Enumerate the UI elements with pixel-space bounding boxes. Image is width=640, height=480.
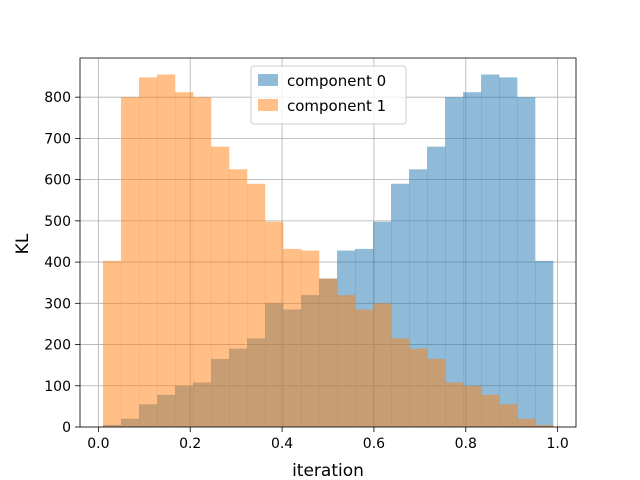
x-tick-label: 0.2 bbox=[179, 436, 201, 452]
histogram-bar bbox=[517, 97, 536, 427]
histogram-bar bbox=[138, 77, 158, 427]
x-tick-label: 0.8 bbox=[455, 436, 477, 452]
histogram-bar bbox=[282, 248, 302, 427]
x-tick-label: 1.0 bbox=[546, 436, 568, 452]
y-tick-label: 800 bbox=[44, 90, 71, 106]
y-tick-label: 700 bbox=[44, 131, 71, 147]
histogram-bar bbox=[427, 358, 446, 427]
histogram-bar bbox=[463, 385, 482, 427]
histogram-bar bbox=[228, 169, 248, 428]
histogram-bar bbox=[373, 303, 392, 427]
histogram-bar bbox=[535, 260, 554, 427]
y-tick-label: 500 bbox=[44, 214, 71, 230]
histogram-bar bbox=[246, 183, 266, 427]
histogram-bar bbox=[192, 97, 212, 427]
y-tick-label: 600 bbox=[44, 173, 71, 189]
histogram-bar bbox=[210, 146, 230, 427]
histogram-bar bbox=[445, 97, 464, 427]
histogram-bar bbox=[481, 394, 500, 427]
histogram-bar bbox=[174, 92, 194, 428]
histogram-bar bbox=[102, 260, 122, 427]
axes: 0.0 0.2 0.4 0.6 0.8 1.0 0 100 200 300 400 500 600 700… bbox=[44, 57, 577, 452]
histogram-bar bbox=[445, 382, 464, 427]
legend: component 0 component 1 bbox=[250, 65, 407, 125]
legend-label: component 0 bbox=[287, 72, 386, 90]
y-tick-label: 400 bbox=[44, 255, 71, 271]
bars bbox=[102, 74, 554, 428]
histogram-bar bbox=[427, 146, 446, 427]
plot-frame bbox=[79, 57, 577, 428]
histogram-bar bbox=[499, 404, 518, 427]
histogram-bar bbox=[300, 250, 320, 427]
series-1-bars bbox=[102, 74, 554, 428]
histogram-bar bbox=[120, 97, 140, 427]
histogram-bar bbox=[499, 77, 518, 427]
y-tick-label: 0 bbox=[62, 420, 71, 436]
histogram-bar bbox=[463, 92, 482, 428]
x-tick-label: 0.6 bbox=[363, 436, 385, 452]
y-tick-label: 100 bbox=[44, 379, 71, 395]
histogram-bar bbox=[318, 278, 338, 427]
legend-label: component 1 bbox=[287, 97, 386, 115]
x-axis-label: iteration bbox=[292, 461, 364, 480]
x-tick-label: 0.4 bbox=[271, 436, 293, 452]
x-tick-label: 0.0 bbox=[87, 436, 109, 452]
legend-box bbox=[250, 65, 407, 125]
histogram-bar bbox=[409, 348, 428, 427]
y-tick-label: 200 bbox=[44, 338, 71, 354]
legend-swatch bbox=[258, 74, 278, 86]
histogram-bar bbox=[535, 424, 554, 427]
histogram-bar bbox=[391, 338, 410, 427]
histogram-bar bbox=[156, 74, 176, 427]
y-axis-label: KL bbox=[13, 233, 33, 254]
histogram-bar bbox=[481, 74, 500, 427]
histogram-bar bbox=[517, 418, 536, 427]
histogram-bar bbox=[355, 309, 374, 427]
histogram-bar bbox=[264, 221, 284, 427]
y-tick-label: 300 bbox=[44, 296, 71, 312]
legend-swatch bbox=[258, 99, 278, 111]
histogram-bar bbox=[337, 295, 356, 427]
